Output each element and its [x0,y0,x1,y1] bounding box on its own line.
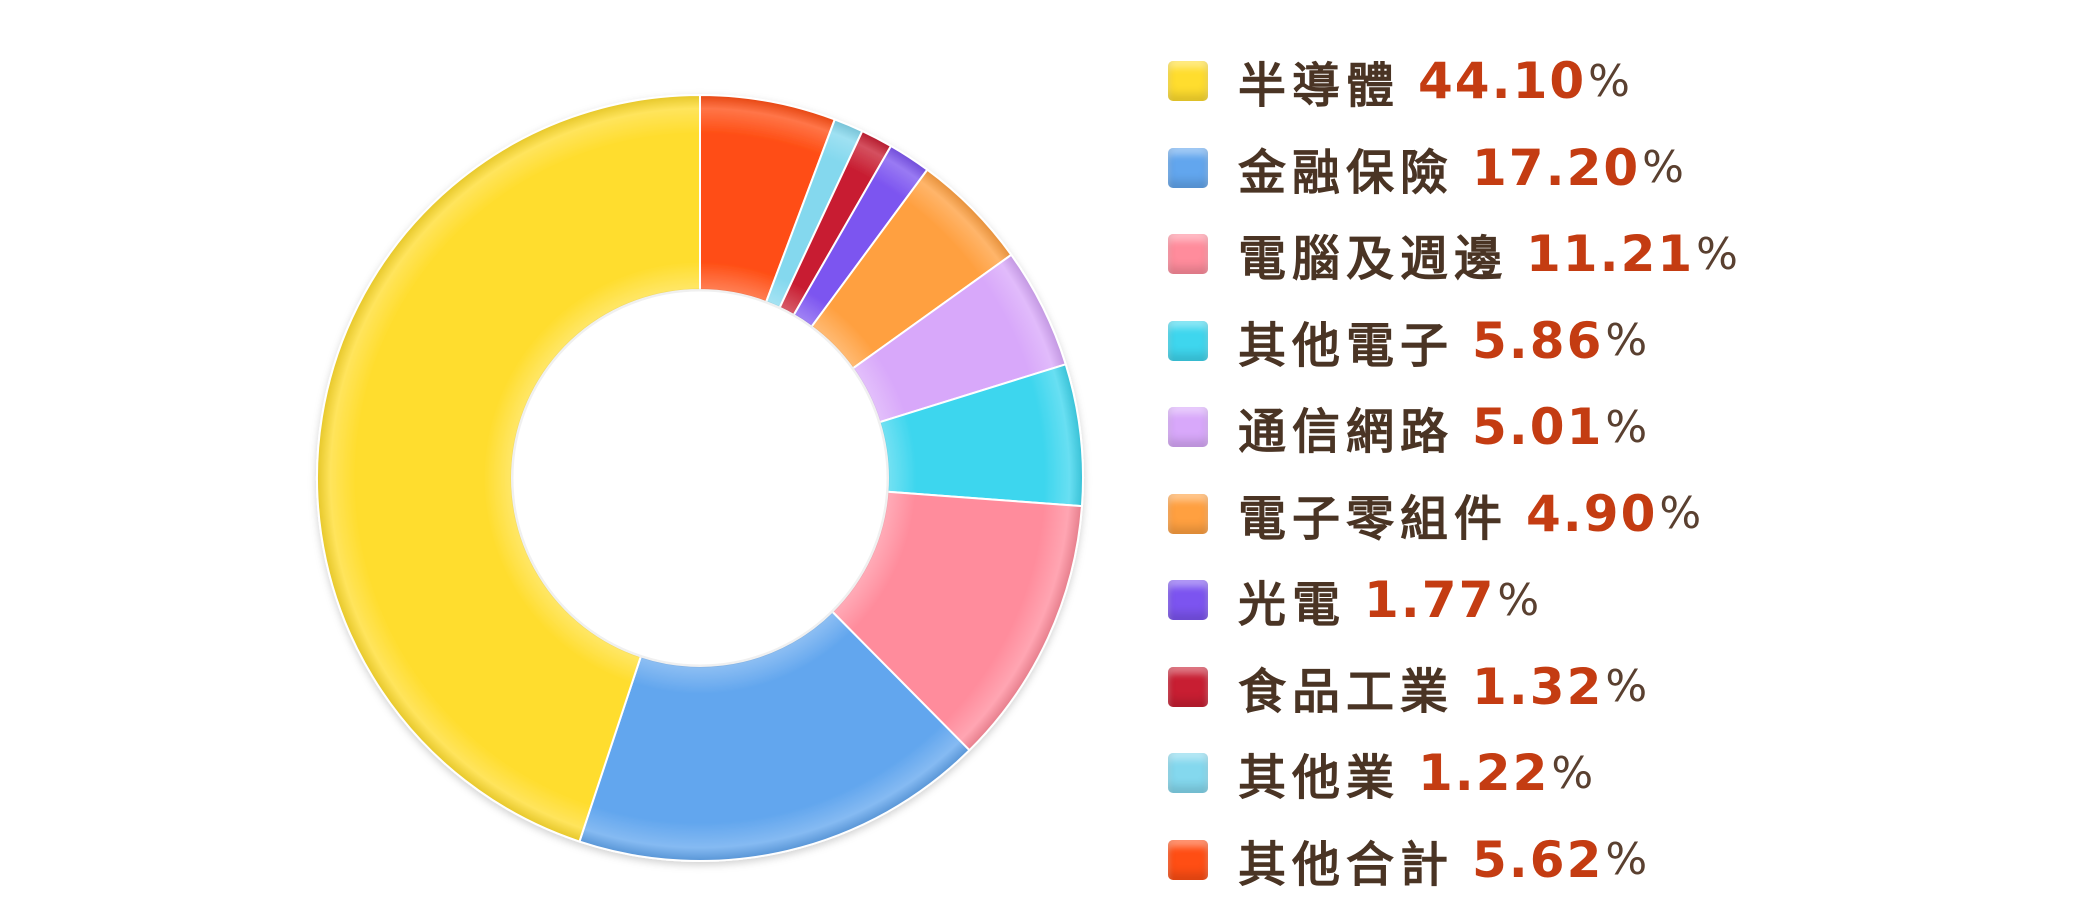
legend-swatch [1168,61,1208,102]
legend-swatch [1168,753,1208,794]
legend-label: 金融保險 [1238,144,1455,201]
legend-label: 光電 [1238,577,1347,634]
legend-value: 1.22 [1418,744,1550,803]
legend-item-optoelectronics[interactable]: 光電 1.77% [1168,557,2048,644]
legend-item-computer-peripherals[interactable]: 電腦及週邊 11.21% [1168,211,2048,298]
legend-percent-symbol: % [1588,55,1630,107]
legend-percent-symbol: % [1605,834,1648,886]
legend-item-semiconductor[interactable]: 半導體 44.10% [1168,38,2048,125]
legend-value: 17.20 [1472,138,1641,197]
legend-percent-symbol: % [1605,661,1648,713]
legend-percent-symbol: % [1642,142,1684,194]
legend-label: 通信網路 [1238,404,1455,461]
legend-swatch [1168,147,1208,188]
legend-swatch [1168,580,1208,621]
legend-swatch [1168,234,1208,275]
legend-item-electronic-components[interactable]: 電子零組件 4.90% [1168,471,2048,558]
chart-legend: 半導體 44.10% 金融保險 17.20% 電腦及週邊 11.21% 其他電子 5.86% 通… [1168,38,2048,903]
legend-item-communication-network[interactable]: 通信網路 5.01% [1168,384,2048,471]
legend-value: 5.86 [1472,311,1604,370]
donut-inner-shadow [510,288,890,668]
legend-percent-symbol: % [1659,488,1702,540]
legend-label: 電腦及週邊 [1238,231,1509,288]
legend-item-other-electronics[interactable]: 其他電子 5.86% [1168,298,2048,385]
legend-value: 5.01 [1472,398,1604,457]
legend-value: 11.21 [1526,225,1695,284]
legend-item-other-industry[interactable]: 其他業 1.22% [1168,730,2048,817]
legend-percent-symbol: % [1696,228,1738,280]
legend-label: 其他電子 [1238,317,1455,374]
legend-value: 5.62 [1472,830,1604,889]
donut-slices [316,94,1084,862]
legend-value: 1.77 [1364,571,1496,630]
legend-label: 食品工業 [1238,663,1455,720]
legend-item-food-industry[interactable]: 食品工業 1.32% [1168,644,2048,731]
legend-label: 電子零組件 [1238,490,1509,547]
legend-item-others-total[interactable]: 其他合計 5.62% [1168,817,2048,904]
legend-swatch [1168,666,1208,707]
legend-swatch [1168,407,1208,448]
legend-label: 其他業 [1238,750,1401,807]
legend-item-finance-insurance[interactable]: 金融保險 17.20% [1168,125,2048,212]
legend-swatch [1168,839,1208,880]
legend-percent-symbol: % [1497,574,1540,626]
legend-label: 半導體 [1238,58,1401,115]
legend-value: 44.10 [1418,52,1587,111]
legend-percent-symbol: % [1605,315,1648,367]
legend-value: 4.90 [1526,484,1658,543]
legend-label: 其他合計 [1238,836,1455,893]
legend-percent-symbol: % [1605,401,1648,453]
legend-swatch [1168,493,1208,534]
legend-value: 1.32 [1472,657,1604,716]
legend-swatch [1168,320,1208,361]
legend-percent-symbol: % [1551,747,1594,799]
